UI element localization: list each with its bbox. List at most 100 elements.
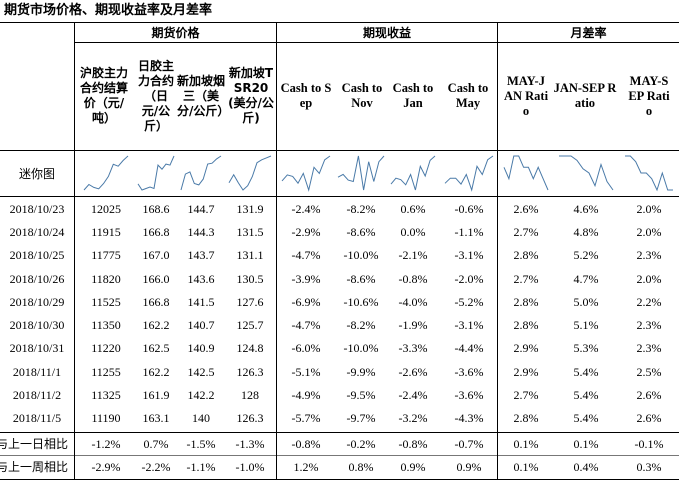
sparkline-shfe-price: [83, 155, 129, 191]
sparkline-line: [625, 155, 673, 192]
cell-cash-to-nov: -8.6%: [346, 271, 376, 286]
cell-shfe-price: 11820: [91, 271, 121, 286]
cell-cash-to-may: -3.6%: [454, 388, 484, 403]
cell-tocom-price: 163.1: [142, 411, 170, 426]
cell-may-jan-ratio: 2.6%: [513, 201, 539, 216]
summary-cell-sgx-rss3: -1.5%: [186, 437, 216, 451]
cell-sgx-rss3: 140.7: [187, 318, 215, 333]
cell-may-jan-ratio: 2.7%: [513, 271, 539, 286]
sparkline-cash-to-jan: [390, 155, 436, 191]
cell-cash-to-may: -3.1%: [454, 318, 484, 333]
cell-tocom-price: 162.5: [142, 341, 170, 356]
cell-cash-to-may: -0.6%: [454, 201, 484, 216]
cell-cash-to-sep: -4.7%: [291, 248, 321, 263]
row-date: 2018/10/29: [9, 294, 65, 309]
sparkline-bottom-border: [0, 196, 679, 197]
cell-may-jan-ratio: 2.7%: [513, 224, 539, 239]
summary-cell-may-jan-ratio: 0.1%: [513, 460, 539, 474]
sparkline-jan-sep-ratio: [559, 155, 614, 191]
cell-shfe-price: 11190: [91, 411, 121, 426]
row-date: 2018/10/30: [9, 318, 65, 333]
cell-may-jan-ratio: 2.8%: [513, 411, 539, 426]
cell-may-sep-ratio: 2.3%: [636, 341, 662, 356]
cell-sgx-rss3: 144.7: [187, 201, 215, 216]
summary-cell-cash-to-sep: 1.2%: [293, 460, 319, 474]
cell-may-jan-ratio: 2.8%: [513, 248, 539, 263]
cell-cash-to-jan: -2.1%: [398, 248, 428, 263]
cell-jan-sep-ratio: 5.4%: [573, 364, 599, 379]
cell-jan-sep-ratio: 5.0%: [573, 294, 599, 309]
summary-cell-jan-sep-ratio: 0.4%: [573, 460, 599, 474]
cell-tocom-price: 166.0: [142, 271, 170, 286]
col-header-sgx-rss3: 新加坡烟三（美分/公斤）: [177, 73, 225, 118]
cell-cash-to-sep: -6.0%: [291, 341, 321, 356]
summary-cell-cash-to-jan: -0.8%: [398, 437, 428, 451]
summary-cell-may-jan-ratio: 0.1%: [513, 437, 539, 451]
cell-may-jan-ratio: 2.9%: [513, 364, 539, 379]
cell-cash-to-jan: -4.0%: [398, 294, 428, 309]
cell-jan-sep-ratio: 4.6%: [573, 201, 599, 216]
cell-sgx-rss3: 144.3: [187, 224, 215, 239]
sparkline-cash-to-sep: [281, 155, 331, 192]
cell-cash-to-sep: -5.7%: [291, 411, 321, 426]
cell-cash-to-jan: -1.9%: [398, 318, 428, 333]
row-date: 2018/10/23: [9, 201, 65, 216]
row-date: 2018/10/31: [9, 341, 65, 356]
cell-shfe-price: 11775: [91, 248, 121, 263]
group-header-divider: [74, 42, 679, 43]
cell-shfe-price: 11325: [91, 388, 121, 403]
cell-cash-to-sep: -4.9%: [291, 388, 321, 403]
cell-may-jan-ratio: 2.7%: [513, 388, 539, 403]
sparkline-line: [503, 155, 549, 191]
cell-tocom-price: 167.0: [142, 248, 170, 263]
group-header-basis: 期现收益: [362, 25, 411, 40]
sparkline-line: [180, 155, 222, 191]
sparkline-line: [83, 155, 129, 191]
cell-cash-to-jan: -2.4%: [398, 388, 428, 403]
cell-cash-to-jan: -3.3%: [398, 341, 428, 356]
cell-cash-to-jan: -0.8%: [398, 271, 428, 286]
cell-sgx-tsr20: 124.8: [236, 341, 264, 356]
cell-sgx-tsr20: 131.1: [236, 248, 264, 263]
sparkline-line: [281, 155, 331, 192]
cell-sgx-rss3: 143.7: [187, 248, 215, 263]
col-header-cash-to-nov: Cash to Nov: [341, 81, 383, 110]
cell-cash-to-sep: -2.4%: [291, 201, 321, 216]
sparkline-line: [228, 155, 272, 191]
summary-cell-sgx-tsr20: -1.3%: [235, 437, 265, 451]
row-date: 2018/11/5: [12, 411, 62, 426]
sparkline-line: [559, 155, 614, 191]
cell-cash-to-may: -4.3%: [454, 411, 484, 426]
sparkline-line: [137, 155, 175, 191]
cell-jan-sep-ratio: 5.3%: [573, 341, 599, 356]
summary-cell-shfe-price: -2.9%: [91, 460, 121, 474]
cell-cash-to-nov: -9.7%: [346, 411, 376, 426]
cell-tocom-price: 166.8: [142, 294, 170, 309]
cell-cash-to-sep: -4.7%: [291, 318, 321, 333]
cell-shfe-price: 11915: [91, 224, 121, 239]
cell-cash-to-may: -5.2%: [454, 294, 484, 309]
cell-sgx-rss3: 142.5: [187, 364, 215, 379]
row-date: 2018/11/2: [12, 388, 62, 403]
cell-may-sep-ratio: 2.2%: [636, 294, 662, 309]
col-header-may-sep-ratio: MAY-SEP Ratio: [628, 73, 670, 118]
sparkline-tocom-price: [137, 155, 175, 191]
cell-shfe-price: 11255: [91, 364, 121, 379]
sparkline-may-sep-ratio: [625, 155, 673, 192]
sparkline-line: [390, 155, 436, 191]
cell-cash-to-sep: -2.9%: [291, 224, 321, 239]
cell-may-jan-ratio: 2.8%: [513, 318, 539, 333]
col-header-shfe-price: 沪胶主力合约结算价（元/吨）: [79, 66, 128, 125]
cell-sgx-tsr20: 131.9: [236, 201, 264, 216]
cell-tocom-price: 161.9: [142, 388, 170, 403]
cell-cash-to-may: -4.4%: [454, 341, 484, 356]
sparkline-line: [337, 155, 385, 191]
cell-jan-sep-ratio: 4.7%: [573, 271, 599, 286]
cell-tocom-price: 166.8: [142, 224, 170, 239]
cell-cash-to-jan: 0.6%: [400, 201, 426, 216]
cell-sgx-tsr20: 127.6: [236, 294, 264, 309]
cell-cash-to-may: -3.6%: [454, 364, 484, 379]
cell-sgx-tsr20: 125.7: [236, 318, 264, 333]
sparkline-cash-to-nov: [337, 155, 385, 191]
cell-cash-to-may: -1.1%: [454, 224, 484, 239]
